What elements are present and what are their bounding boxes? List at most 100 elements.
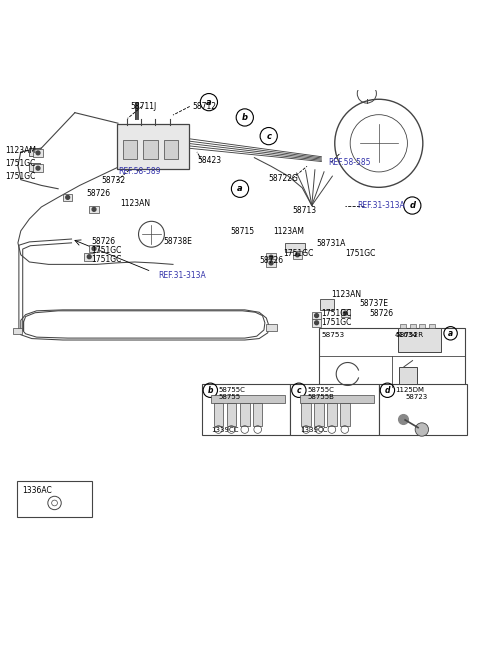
Text: 58715: 58715 <box>230 228 254 236</box>
Circle shape <box>296 253 300 257</box>
Circle shape <box>269 255 273 259</box>
Bar <box>290 384 379 435</box>
Text: b: b <box>207 386 213 395</box>
Bar <box>429 324 435 328</box>
Circle shape <box>415 423 429 436</box>
Circle shape <box>269 261 273 265</box>
Text: 1751GC: 1751GC <box>92 255 122 264</box>
Text: 1123AN: 1123AN <box>331 290 361 299</box>
Bar <box>17 481 92 517</box>
Bar <box>89 205 99 213</box>
Bar <box>89 245 99 253</box>
Text: REF.58-589: REF.58-589 <box>118 166 160 176</box>
Bar <box>266 324 277 332</box>
Text: 58731A: 58731A <box>317 240 346 248</box>
Bar <box>301 403 311 426</box>
Bar <box>214 403 223 426</box>
Text: 58726: 58726 <box>87 189 111 198</box>
Bar <box>321 299 334 310</box>
Bar <box>240 403 250 426</box>
Text: REF.31-313A: REF.31-313A <box>158 271 206 280</box>
Text: 1751GC: 1751GC <box>322 309 352 318</box>
Bar <box>398 328 441 352</box>
Circle shape <box>315 314 319 318</box>
Bar <box>227 403 236 426</box>
Text: 58737E: 58737E <box>360 299 389 308</box>
Text: 58726: 58726 <box>259 256 283 265</box>
Bar <box>340 403 349 426</box>
Text: 58423: 58423 <box>197 155 221 164</box>
Text: 58722G: 58722G <box>269 174 299 183</box>
Bar <box>123 140 137 159</box>
Text: 1751GC: 1751GC <box>345 249 376 258</box>
Circle shape <box>87 255 91 259</box>
Text: a: a <box>237 184 243 193</box>
Text: 1123AM: 1123AM <box>5 147 36 155</box>
Text: 58713: 58713 <box>293 206 317 215</box>
Circle shape <box>343 311 347 315</box>
Text: 1751GC: 1751GC <box>92 247 122 255</box>
Text: d: d <box>409 201 415 210</box>
Text: 1125DM: 1125DM <box>396 388 424 393</box>
FancyBboxPatch shape <box>117 124 189 168</box>
Text: 1751GC: 1751GC <box>5 159 36 168</box>
Bar <box>266 259 276 266</box>
Circle shape <box>36 151 40 155</box>
Bar <box>164 140 178 159</box>
Text: 1339CC: 1339CC <box>300 427 327 433</box>
Text: REF.58-585: REF.58-585 <box>328 158 371 167</box>
Text: 58752R: 58752R <box>396 332 424 338</box>
Bar <box>410 324 416 328</box>
Text: 58738E: 58738E <box>163 237 192 246</box>
Text: c: c <box>297 386 301 395</box>
Text: 1123AM: 1123AM <box>274 228 304 236</box>
Bar <box>379 384 468 435</box>
Bar <box>300 395 374 403</box>
Text: 58712: 58712 <box>192 102 216 111</box>
Text: 58732: 58732 <box>101 176 125 185</box>
Bar <box>33 164 43 172</box>
Bar <box>314 403 324 426</box>
Text: 58726: 58726 <box>92 237 116 246</box>
Bar <box>400 324 406 328</box>
Text: 58755: 58755 <box>218 394 240 400</box>
Circle shape <box>92 207 96 211</box>
Bar <box>327 403 336 426</box>
Text: 1751GC: 1751GC <box>5 172 36 182</box>
Bar <box>12 328 22 334</box>
Bar <box>253 403 263 426</box>
Text: REF.31-313A: REF.31-313A <box>357 201 405 210</box>
Bar <box>286 243 305 253</box>
Text: 58755C: 58755C <box>218 388 245 393</box>
Bar <box>84 253 94 261</box>
Text: 1339CC: 1339CC <box>211 427 239 433</box>
Text: 58753: 58753 <box>322 332 345 338</box>
Bar <box>211 395 286 403</box>
Text: 58711J: 58711J <box>130 102 156 111</box>
Bar <box>144 140 157 159</box>
Bar <box>293 251 302 259</box>
Text: 1751GC: 1751GC <box>283 249 313 258</box>
Text: 58726: 58726 <box>369 309 393 318</box>
Bar <box>340 309 350 317</box>
Text: 58755C: 58755C <box>307 388 334 393</box>
Text: a: a <box>448 329 453 338</box>
Text: 41634: 41634 <box>395 332 418 338</box>
Text: 1123AN: 1123AN <box>120 199 150 208</box>
Text: 58723: 58723 <box>405 394 427 400</box>
Bar <box>29 163 40 171</box>
Bar <box>202 384 290 435</box>
Bar <box>33 149 43 157</box>
Text: d: d <box>384 386 390 395</box>
Circle shape <box>92 247 96 251</box>
Bar <box>266 253 276 261</box>
Bar <box>420 324 425 328</box>
Text: a: a <box>206 97 212 107</box>
Circle shape <box>315 321 319 324</box>
Bar <box>312 319 322 326</box>
Bar <box>319 328 465 388</box>
Bar <box>29 148 40 156</box>
Text: 1336AC: 1336AC <box>22 486 52 495</box>
Text: c: c <box>266 132 271 141</box>
Circle shape <box>36 166 40 170</box>
